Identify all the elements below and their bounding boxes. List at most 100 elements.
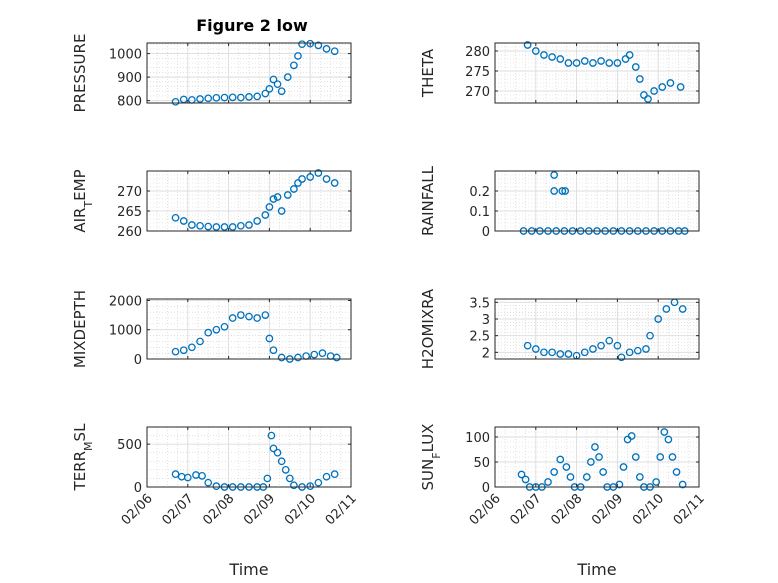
- data-point: [204, 222, 213, 231]
- y-tick-label: 275: [465, 65, 490, 80]
- subplot-7: 0 500 02/06 02/07 02/08 02/09 02/10 02/11 TERRMS…: [71, 423, 360, 579]
- data-point: [605, 336, 614, 345]
- data-point: [595, 453, 603, 461]
- x-axis-label: Time: [228, 560, 268, 579]
- data-point: [587, 458, 595, 466]
- axes-frame: [494, 298, 700, 360]
- data-point: [245, 221, 253, 229]
- data-point: [261, 89, 270, 98]
- y-tick-label: 0: [482, 481, 490, 496]
- data-point: [204, 94, 213, 103]
- data-point: [290, 185, 298, 193]
- x-tick-label: 02/07: [160, 491, 197, 528]
- data-point: [188, 221, 196, 229]
- data-point: [633, 346, 642, 355]
- data-point: [196, 337, 204, 346]
- data-point: [314, 478, 323, 487]
- data-point: [281, 466, 290, 474]
- data-point: [212, 223, 221, 231]
- y-axis-label: SUNFLUX: [419, 424, 443, 491]
- data-point: [662, 305, 671, 313]
- data-point: [654, 315, 663, 323]
- data-point: [196, 221, 204, 230]
- data-point: [582, 473, 591, 481]
- axes-frame: [494, 170, 700, 232]
- y-tick-label: 280: [465, 45, 490, 60]
- axes-frame: [146, 170, 352, 232]
- figure-title: Figure 2 low: [196, 16, 308, 35]
- data-point: [531, 345, 540, 353]
- data-point: [678, 305, 687, 313]
- axes-frame: [146, 42, 352, 104]
- data-point: [605, 59, 614, 67]
- y-tick-label: 100: [465, 431, 490, 446]
- y-tick-label: 2.5: [469, 330, 490, 345]
- data-point: [617, 353, 626, 362]
- data-point: [566, 473, 575, 481]
- data-point: [642, 345, 650, 353]
- data-point: [290, 481, 298, 490]
- y-tick-label: 1000: [109, 324, 142, 339]
- data-point: [314, 41, 323, 50]
- data-point: [277, 87, 286, 96]
- data-point: [523, 341, 532, 350]
- y-tick-label: 270: [117, 185, 142, 200]
- data-point: [548, 348, 556, 357]
- data-point: [330, 470, 339, 478]
- data-point: [550, 171, 559, 179]
- data-point: [265, 85, 274, 93]
- data-point: [562, 463, 571, 471]
- data-point: [183, 473, 192, 482]
- subplot-5: 0 1000 2000 MIXDEPTH: [71, 290, 352, 368]
- y-tick-label: 0: [134, 481, 142, 496]
- data-point: [531, 47, 540, 55]
- data-point: [615, 480, 624, 489]
- data-point: [294, 52, 302, 60]
- data-point: [548, 53, 556, 61]
- data-point: [196, 95, 204, 103]
- data-point: [644, 95, 652, 103]
- data-point: [660, 428, 669, 436]
- data-point: [540, 51, 548, 59]
- data-point: [179, 346, 188, 355]
- x-tick-label: 02/08: [548, 491, 585, 528]
- y-tick-label: 265: [117, 205, 142, 220]
- data-point: [619, 463, 628, 471]
- data-point: [580, 57, 589, 65]
- axes-frame: [146, 426, 352, 488]
- data-point: [285, 474, 294, 483]
- data-point: [269, 75, 278, 84]
- data-point: [672, 468, 681, 476]
- data-point: [631, 63, 640, 71]
- data-point: [277, 353, 286, 362]
- data-point: [332, 353, 341, 362]
- x-tick-label: 02/06: [119, 491, 156, 528]
- data-point: [245, 312, 253, 321]
- data-point: [212, 93, 221, 102]
- data-point: [656, 453, 665, 461]
- data-point: [330, 47, 339, 56]
- data-point: [269, 444, 278, 453]
- data-point: [171, 213, 180, 222]
- data-point: [561, 187, 570, 195]
- y-tick-label: 0.2: [469, 185, 490, 200]
- data-point: [580, 348, 589, 357]
- data-point: [290, 61, 298, 70]
- data-point: [298, 40, 306, 49]
- x-tick-label: 02/11: [323, 491, 360, 528]
- subplot-8: 0 50 100 02/06 02/07 02/08 02/09 02/10 02/11 SUNF…: [419, 424, 708, 579]
- y-axis-label: AIRTEMP: [71, 169, 95, 232]
- data-point: [267, 431, 276, 440]
- data-point: [261, 211, 270, 219]
- data-point: [646, 331, 654, 340]
- data-point: [322, 175, 331, 183]
- data-point: [277, 457, 286, 466]
- data-point: [236, 311, 245, 319]
- y-tick-label: 260: [117, 225, 142, 240]
- x-tick-label: 02/06: [467, 491, 504, 528]
- data-point: [625, 51, 634, 59]
- subplot-1: 800 900 1000 PRESSURE: [71, 34, 352, 112]
- data-point: [294, 353, 302, 362]
